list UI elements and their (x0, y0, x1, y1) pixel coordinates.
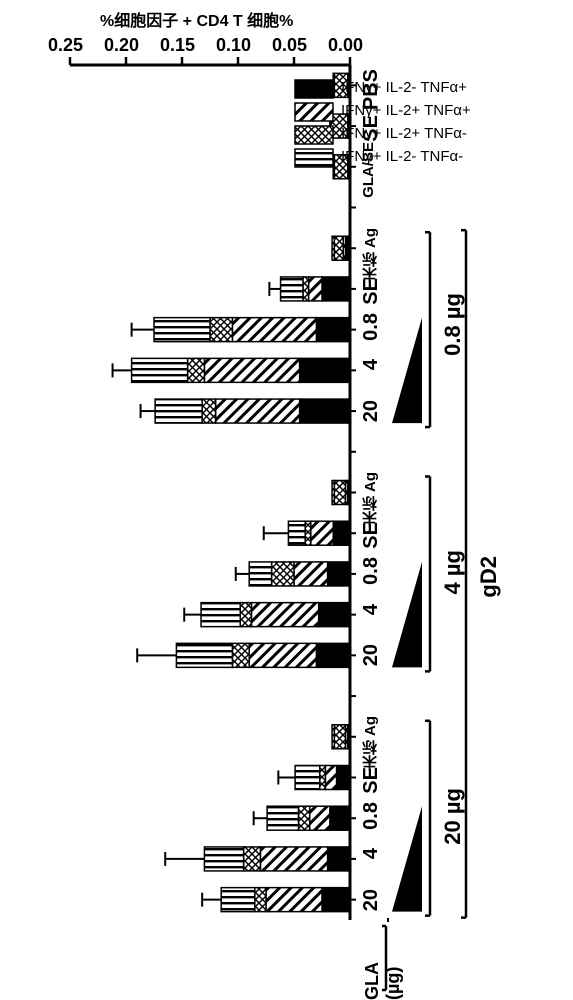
legend-label: IFNγ+ IL-2- TNFα+ (341, 79, 467, 96)
bar-category-label: 4 (360, 604, 383, 615)
gla-axis-label: GLA (µg) (362, 926, 404, 1000)
bar-category-label: 0.8 (360, 313, 383, 341)
legend-label: IFNγ+ IL-2+ TNFα- (341, 125, 467, 142)
bar-category-label: 4 (360, 359, 383, 370)
axis-tick: 0.05 (272, 35, 307, 56)
dose-group-label: 4 µg (440, 550, 466, 594)
y-axis-title: %细胞因子 + CD4 T 细胞% (100, 7, 293, 31)
chart-overlay: 0.00 0.05 0.10 0.15 0.20 0.25 %细胞因子 + CD4 T 细胞… (0, 0, 573, 1000)
axis-tick: 0.25 (48, 35, 83, 56)
gd2-label: gD2 (476, 556, 502, 598)
legend-label: IFNγ+ IL-2- TNFα- (341, 148, 463, 165)
bar-category-label: 0.8 (360, 557, 383, 585)
dose-group-label: 20 µg (440, 788, 466, 845)
bar-category-label: 20 (360, 400, 383, 422)
bar-category-label: 未标 Ag (360, 716, 381, 770)
bar-category-label: 未标 Ag (360, 228, 381, 282)
axis-tick: 0.00 (328, 35, 363, 56)
axis-tick: 0.15 (160, 35, 195, 56)
bar-category-label: SE (360, 522, 383, 549)
bar-category-label: 0.8 (360, 802, 383, 830)
legend-label: IFNγ+ IL-2+ TNFα+ (341, 102, 471, 119)
bar-category-label: SE (360, 767, 383, 794)
bar-category-label: 4 (360, 848, 383, 859)
axis-tick: 0.10 (216, 35, 251, 56)
dose-group-label: 0.8 µg (440, 293, 466, 356)
bar-category-label: 20 (360, 644, 383, 666)
axis-tick: 0.20 (104, 35, 139, 56)
bar-category-label: 未标 Ag (360, 472, 381, 526)
bar-category-label: 20 (360, 889, 383, 911)
